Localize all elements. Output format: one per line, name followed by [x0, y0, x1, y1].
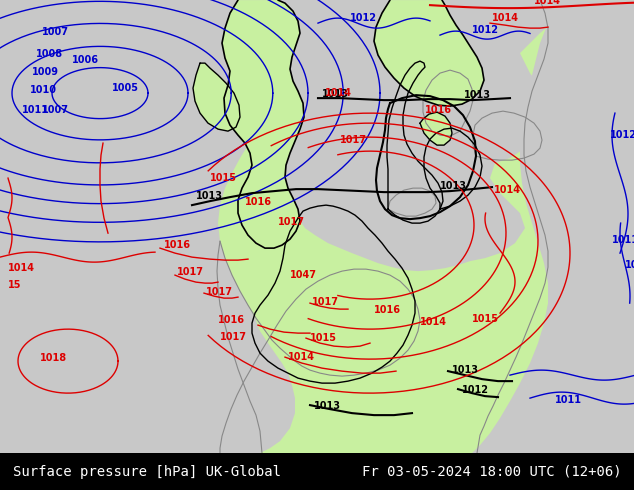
Text: 1007: 1007: [42, 105, 69, 115]
Text: 1013: 1013: [322, 89, 349, 99]
Text: 1016: 1016: [245, 197, 272, 207]
Text: 1017: 1017: [340, 135, 367, 145]
Polygon shape: [193, 63, 240, 131]
Polygon shape: [150, 0, 634, 453]
Polygon shape: [472, 0, 634, 453]
Text: 1007: 1007: [42, 27, 69, 37]
Text: 1015: 1015: [210, 173, 237, 183]
Text: 1014: 1014: [8, 263, 35, 273]
Text: 1010: 1010: [30, 85, 57, 95]
Text: 1008: 1008: [36, 49, 63, 59]
Text: 1014: 1014: [288, 352, 315, 362]
Text: 1016: 1016: [218, 315, 245, 325]
Text: 1016: 1016: [164, 240, 191, 250]
Text: 1013: 1013: [440, 181, 467, 191]
Text: 1017: 1017: [312, 297, 339, 307]
Text: 15: 15: [8, 280, 22, 290]
Text: 1009: 1009: [625, 260, 634, 270]
Text: Surface pressure [hPa] UK-Global: Surface pressure [hPa] UK-Global: [13, 465, 281, 479]
Polygon shape: [374, 0, 484, 106]
Text: 1014: 1014: [325, 88, 352, 98]
Text: 1011: 1011: [555, 395, 582, 405]
Text: 1014: 1014: [494, 185, 521, 195]
Text: 1015: 1015: [310, 333, 337, 343]
Text: 1014: 1014: [492, 13, 519, 23]
Text: 1012: 1012: [610, 130, 634, 140]
Text: 1016: 1016: [425, 105, 452, 115]
Text: 1047: 1047: [290, 270, 317, 280]
Text: 1017: 1017: [206, 287, 233, 297]
Text: 1005: 1005: [112, 83, 139, 93]
Text: 1012: 1012: [472, 25, 499, 35]
Text: 1009: 1009: [32, 67, 59, 77]
Text: 1014: 1014: [420, 317, 447, 327]
Text: 1018: 1018: [40, 353, 67, 363]
Text: 1013: 1013: [464, 90, 491, 100]
Polygon shape: [222, 0, 304, 248]
Text: 1012: 1012: [350, 13, 377, 23]
Text: 1011: 1011: [22, 105, 49, 115]
Text: 1017: 1017: [177, 267, 204, 277]
Text: 1006: 1006: [72, 55, 99, 65]
Text: 1014: 1014: [534, 0, 561, 6]
Text: 1011: 1011: [612, 235, 634, 245]
Text: 1016: 1016: [374, 305, 401, 315]
Text: 1013: 1013: [196, 191, 223, 201]
Text: 1013: 1013: [452, 365, 479, 375]
Polygon shape: [420, 112, 452, 145]
Text: 1017: 1017: [278, 217, 305, 227]
Text: 1015: 1015: [472, 314, 499, 324]
Text: 1013: 1013: [314, 401, 341, 411]
Text: 1017: 1017: [220, 332, 247, 342]
Text: Fr 03-05-2024 18:00 UTC (12+06): Fr 03-05-2024 18:00 UTC (12+06): [361, 465, 621, 479]
Text: 1012: 1012: [462, 385, 489, 395]
